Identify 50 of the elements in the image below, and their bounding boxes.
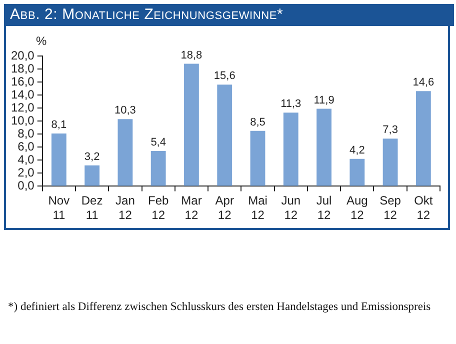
bar — [51, 133, 66, 186]
y-tick-label: 10,0 — [10, 113, 35, 128]
y-tick-label: 6,0 — [18, 139, 35, 154]
data-label: 4,2 — [350, 144, 365, 156]
bar — [184, 64, 199, 186]
data-label: 8,5 — [250, 116, 266, 128]
x-tick-label: Nov 11 — [48, 194, 70, 222]
data-label: 8,1 — [51, 119, 67, 131]
x-tick-label: Jun 12 — [281, 194, 301, 222]
x-tick-label: Okt 12 — [414, 194, 434, 222]
data-label: 11,9 — [314, 94, 334, 106]
y-tick-label: 20,0 — [10, 48, 35, 62]
x-tick-label: Apr 12 — [215, 194, 234, 222]
bar — [118, 119, 133, 186]
bar — [217, 84, 232, 186]
data-label: 5,4 — [150, 136, 166, 149]
data-label: 11,3 — [280, 98, 302, 110]
y-tick-label: 0,0 — [18, 178, 35, 193]
bar — [350, 158, 365, 186]
x-tick-label: Jan 12 — [116, 194, 135, 222]
data-label: 15,6 — [214, 70, 236, 82]
x-tick-label: Mar 12 — [181, 194, 202, 222]
bar — [84, 165, 100, 186]
data-label: 10,3 — [114, 104, 136, 117]
bar — [250, 130, 266, 186]
y-tick-label: 16,0 — [10, 74, 35, 88]
y-tick-label: 12,0 — [10, 100, 35, 114]
y-tick-label: 4,0 — [18, 152, 35, 166]
chart-title: Abb. 2: Monatliche Zeichnungsgewinne* — [4, 4, 454, 26]
x-tick-label: Feb 12 — [148, 194, 169, 222]
y-tick-label: 14,0 — [10, 87, 35, 102]
y-tick-label: 8,0 — [18, 126, 35, 140]
text: *) definiert als Differenz zwischen Schlusskurs des ersten Handelstages und Emissionspreis — [8, 300, 432, 315]
bar — [416, 91, 431, 186]
x-tick-label: Dez 11 — [81, 194, 103, 222]
y-tick-label: 18,0 — [10, 61, 35, 76]
x-tick-label: Sep 12 — [380, 194, 402, 222]
y-axis-title: % — [36, 34, 47, 48]
data-label: 18,8 — [180, 49, 202, 62]
data-label: 3,2 — [84, 150, 100, 163]
data-label: 14,6 — [412, 76, 434, 89]
data-label: 7,3 — [382, 124, 398, 136]
bar — [150, 151, 166, 186]
x-tick-label: Aug 12 — [346, 194, 368, 222]
y-tick-label: 2,0 — [18, 165, 35, 180]
bar — [316, 108, 332, 186]
x-tick-label: Jul 12 — [316, 194, 332, 222]
bar — [283, 112, 298, 186]
bar — [382, 138, 398, 186]
x-tick-label: Mai 12 — [248, 194, 268, 222]
